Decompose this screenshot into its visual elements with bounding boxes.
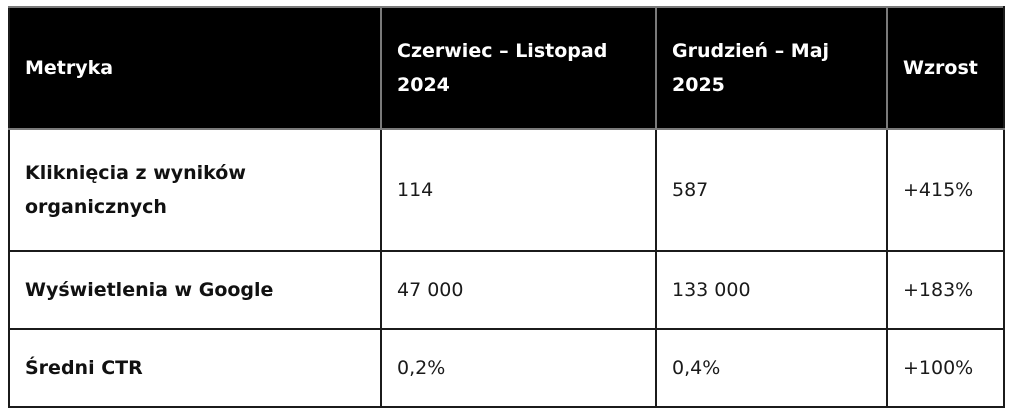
growth-value: +100% (886, 328, 1005, 408)
header-period-2: Grudzień – Maj 2025 (655, 6, 888, 130)
header-row: Metryka Czerwiec – Listopad 2024 Grudzie… (8, 6, 1005, 130)
header-metric: Metryka (8, 6, 382, 130)
header-period-1: Czerwiec – Listopad 2024 (380, 6, 657, 130)
period-2-value: 0,4% (655, 328, 888, 408)
metric-name-cell: Średni CTR (8, 328, 382, 408)
table-row: Wyświetlenia w Google 47 000 133 000 +18… (8, 250, 1005, 330)
period-2-value: 133 000 (655, 250, 888, 330)
metric-name-cell: Wyświetlenia w Google (8, 250, 382, 330)
table-body: Kliknięcia z wyników organicznych 114 58… (8, 128, 1005, 408)
table-row: Kliknięcia z wyników organicznych 114 58… (8, 128, 1005, 252)
table-row: Średni CTR 0,2% 0,4% +100% (8, 328, 1005, 408)
period-1-value: 114 (380, 128, 657, 252)
period-1-value: 47 000 (380, 250, 657, 330)
period-1-value: 0,2% (380, 328, 657, 408)
growth-value: +415% (886, 128, 1005, 252)
metric-name-cell: Kliknięcia z wyników organicznych (8, 128, 382, 252)
growth-value: +183% (886, 250, 1005, 330)
header-growth: Wzrost (886, 6, 1005, 130)
period-2-value: 587 (655, 128, 888, 252)
metrics-comparison-table: Metryka Czerwiec – Listopad 2024 Grudzie… (8, 6, 1005, 408)
table-header: Metryka Czerwiec – Listopad 2024 Grudzie… (8, 6, 1005, 130)
